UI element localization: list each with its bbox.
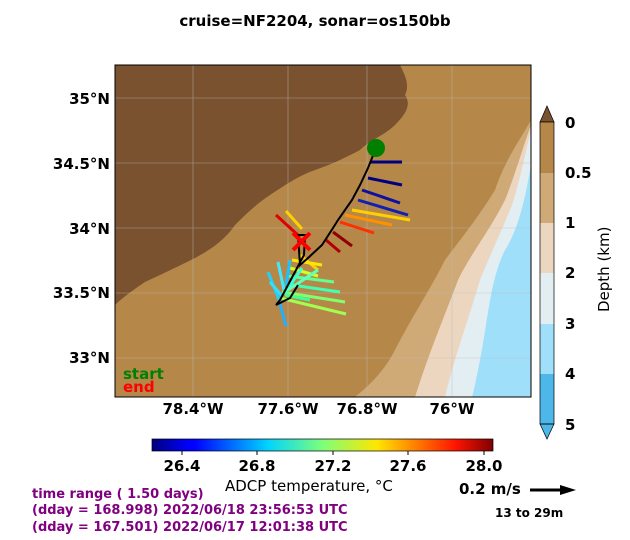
legend-end-label: end bbox=[123, 378, 155, 396]
temperature-colorbar bbox=[151, 438, 494, 452]
ship-track bbox=[275, 147, 377, 306]
vector-arrow bbox=[278, 303, 288, 327]
colorbar-tick-label: 27.2 bbox=[314, 457, 351, 475]
start-time-text: (dday = 167.501) 2022/06/17 12:01:38 UTC bbox=[32, 520, 348, 535]
scale-arrow bbox=[530, 485, 576, 495]
vector-arrow bbox=[284, 210, 304, 230]
lon-tick-label: 76°W bbox=[430, 400, 475, 418]
depth-band-3-4 bbox=[472, 165, 531, 397]
lat-tick-label: 33.5°N bbox=[53, 284, 110, 302]
lon-tick-label: 76.8°W bbox=[336, 400, 398, 418]
colorbar-tick-label: 27.6 bbox=[389, 457, 426, 475]
vector-arrow bbox=[284, 259, 292, 287]
end-time-text: (dday = 168.998) 2022/06/18 23:56:53 UTC bbox=[32, 503, 348, 518]
lat-tick-label: 34°N bbox=[69, 220, 110, 238]
map-panel bbox=[115, 65, 531, 397]
depth-tick-label: 0 bbox=[565, 114, 575, 132]
colorbar-label: ADCP temperature, °C bbox=[225, 477, 393, 495]
lon-tick-label: 78.4°W bbox=[162, 400, 224, 418]
colorbar-tick-label: 26.8 bbox=[238, 457, 275, 475]
depth-tick-label: 4 bbox=[565, 365, 575, 383]
vector-arrow bbox=[279, 296, 347, 316]
legend-start-label: start bbox=[123, 365, 164, 383]
vector-arrow bbox=[351, 208, 411, 222]
land-mass bbox=[115, 65, 408, 305]
colorbar-tick-label: 26.4 bbox=[163, 457, 200, 475]
lat-tick-label: 35°N bbox=[69, 90, 110, 108]
lat-tick-label: 34.5°N bbox=[53, 155, 110, 173]
depth-tick-label: 2 bbox=[565, 264, 575, 282]
vector-arrow bbox=[367, 176, 403, 187]
depth-tick-label: 3 bbox=[565, 315, 575, 333]
map-frame bbox=[114, 64, 532, 398]
depth-tick-label: 5 bbox=[565, 416, 575, 434]
figure-title: cruise=NF2204, sonar=os150bb bbox=[179, 12, 451, 30]
vector-arrow bbox=[332, 230, 353, 248]
time-range-text: time range ( 1.50 days) bbox=[32, 487, 204, 502]
vector-arrow bbox=[357, 198, 409, 217]
start-marker bbox=[367, 139, 385, 157]
velocity-vectors bbox=[266, 160, 411, 327]
colorbar-tick-label: 28.0 bbox=[465, 457, 502, 475]
temperature-colorbar-ticks bbox=[181, 451, 485, 455]
vector-arrow bbox=[284, 293, 311, 302]
vector-arrow bbox=[282, 267, 304, 295]
depth-range-label: 13 to 29m bbox=[495, 506, 564, 520]
vector-arrow bbox=[325, 238, 341, 254]
vector-arrow bbox=[287, 268, 319, 292]
depth-tick-label: 1 bbox=[565, 214, 575, 232]
depth-colorbar bbox=[539, 105, 555, 440]
lat-tick-label: 33°N bbox=[69, 349, 110, 367]
vector-arrow bbox=[344, 213, 393, 227]
depth-axis-label: Depth (km) bbox=[595, 226, 613, 312]
vector-arrow bbox=[268, 281, 284, 297]
end-marker bbox=[291, 231, 312, 252]
vector-arrow bbox=[276, 261, 286, 291]
lon-tick-label: 77.6°W bbox=[257, 400, 319, 418]
vector-arrow bbox=[361, 188, 401, 205]
velocity-scale-label: 0.2 m/s bbox=[459, 480, 521, 498]
vector-arrow bbox=[291, 258, 323, 267]
depth-tick-label: 0.5 bbox=[565, 164, 592, 182]
vector-arrow bbox=[339, 220, 375, 235]
